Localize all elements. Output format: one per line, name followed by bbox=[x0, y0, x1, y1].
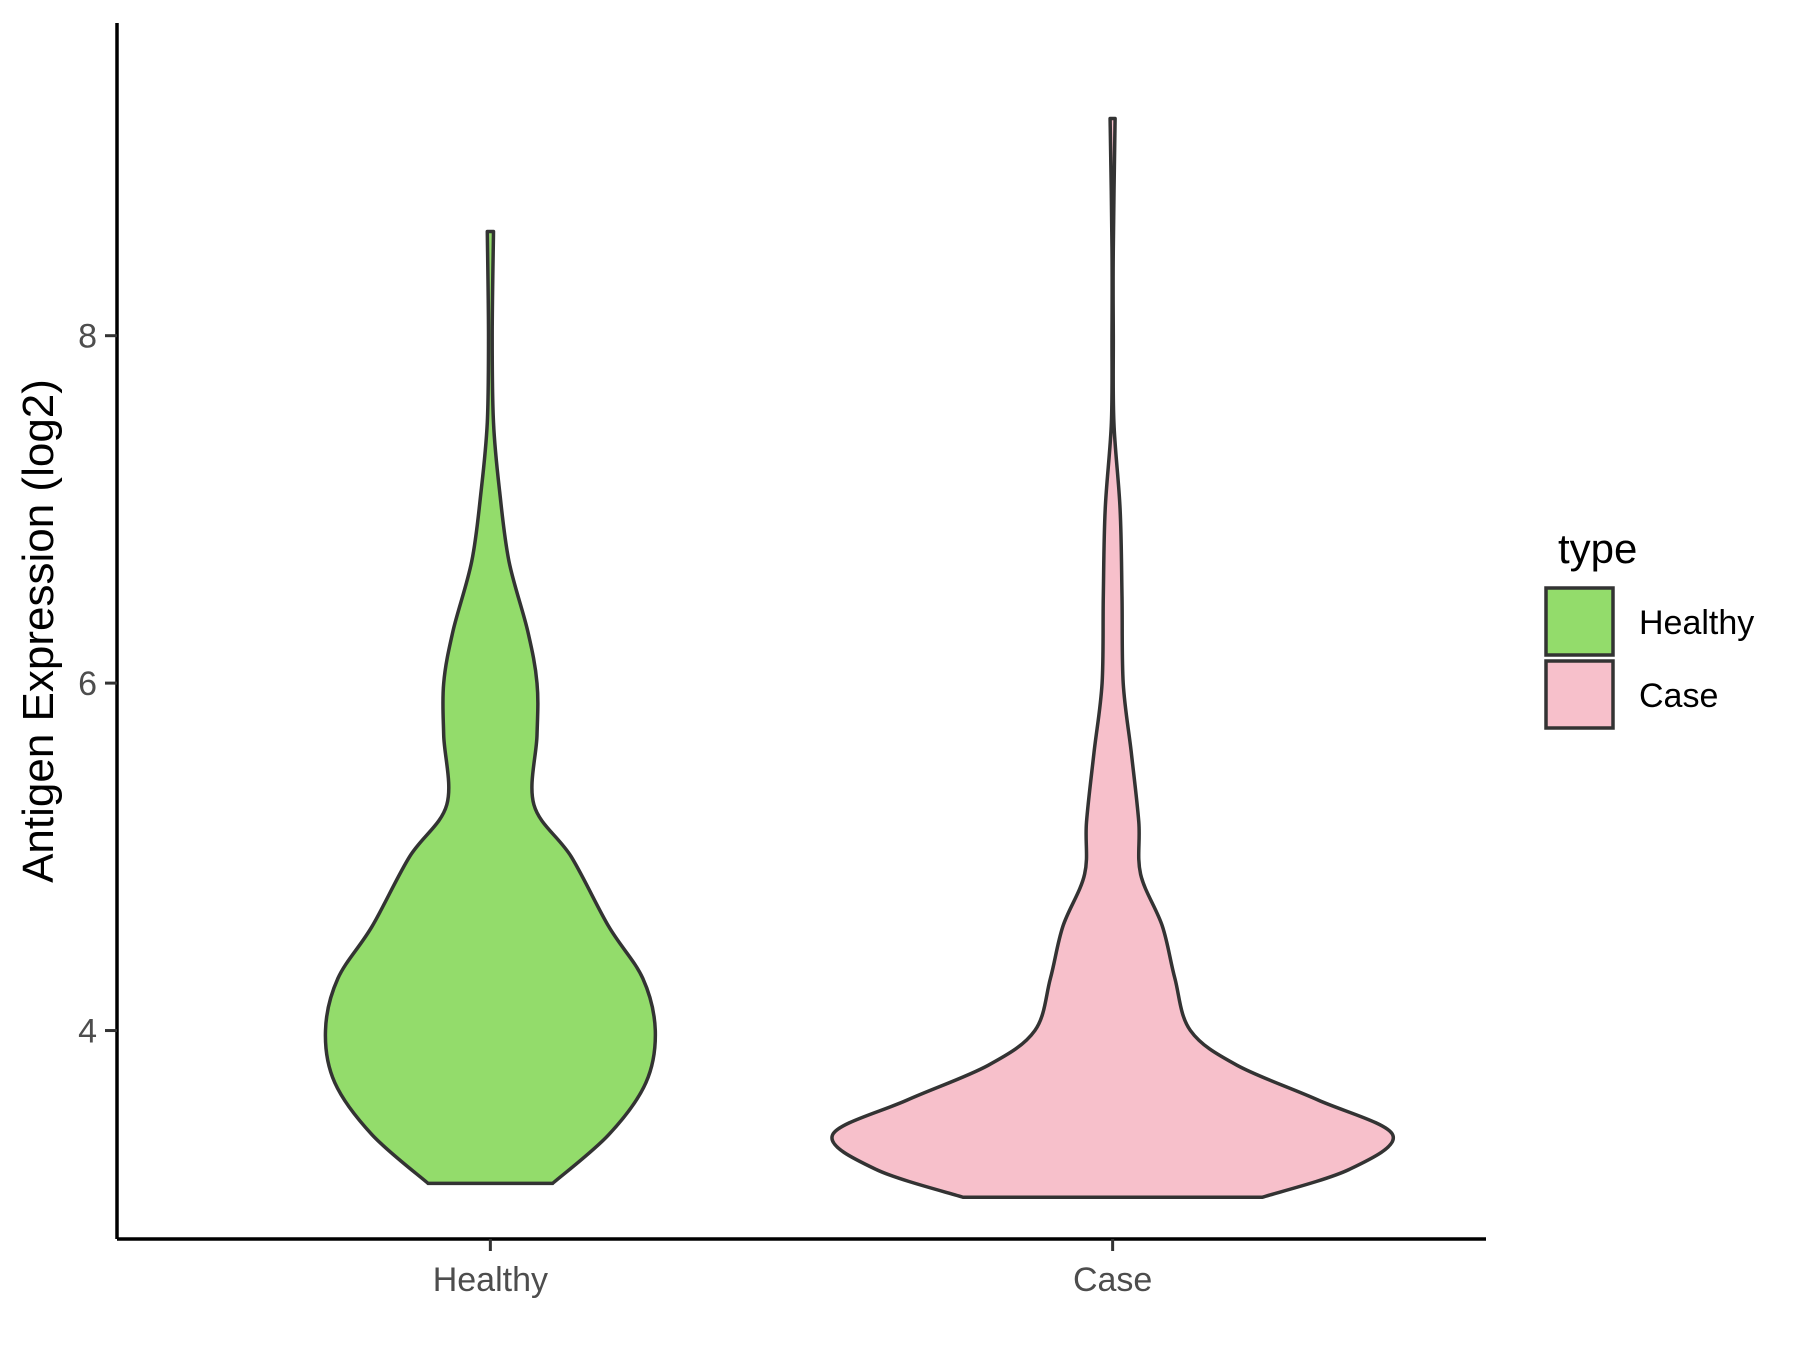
legend: type Healthy Case bbox=[1544, 525, 1754, 730]
legend-title: type bbox=[1558, 525, 1637, 572]
x-tick-label: Healthy bbox=[433, 1261, 548, 1299]
legend-key-case bbox=[1544, 659, 1615, 730]
violin-layer bbox=[323, 116, 1395, 1200]
y-tick-label: 8 bbox=[78, 318, 97, 356]
legend-key-healthy bbox=[1544, 586, 1615, 657]
y-axis-ticks: 4 6 8 bbox=[78, 318, 117, 1051]
y-tick-label: 4 bbox=[78, 1013, 97, 1051]
violin-case bbox=[830, 116, 1395, 1200]
y-tick-label: 6 bbox=[78, 665, 97, 703]
y-axis-title: Antigen Expression (log2) bbox=[14, 379, 63, 883]
legend-label-healthy: Healthy bbox=[1639, 604, 1754, 642]
violin-healthy bbox=[323, 229, 658, 1186]
legend-label-case: Case bbox=[1639, 677, 1718, 715]
x-axis-ticks: Healthy Case bbox=[433, 1239, 1152, 1299]
x-tick-label: Case bbox=[1073, 1261, 1152, 1299]
